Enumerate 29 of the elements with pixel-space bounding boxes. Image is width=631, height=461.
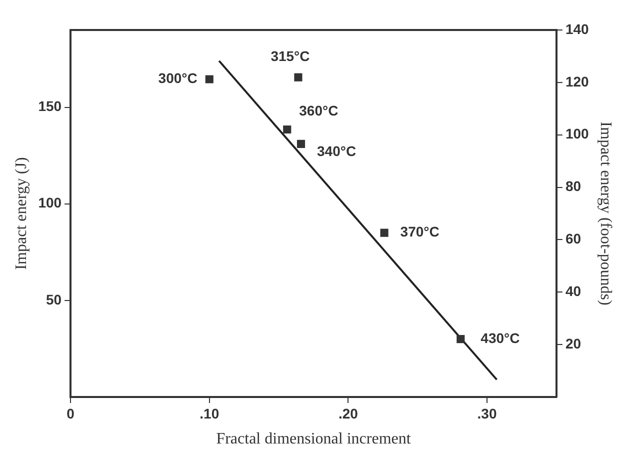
y2-tick-label: 120 <box>565 73 590 90</box>
y2-tick-label: 40 <box>565 283 582 299</box>
y2-tick-label: 100 <box>565 126 590 142</box>
x-tick-label: 0 <box>66 405 75 422</box>
x-tick-label: .10 <box>200 405 220 422</box>
y2-tick-label: 20 <box>565 335 582 352</box>
annotation: 430°C <box>480 330 520 346</box>
x-tick-label: .30 <box>477 405 497 422</box>
y2-tick-label: 80 <box>565 178 582 194</box>
y2-tick-label: 140 <box>565 20 590 37</box>
point <box>283 125 292 134</box>
y-axis-title: Impact energy (J) <box>12 157 30 270</box>
point <box>294 73 302 82</box>
point <box>456 335 465 344</box>
y-tick-label: 100 <box>38 194 62 211</box>
annotation: 315°C <box>270 48 310 64</box>
annotation: 370°C <box>400 224 440 240</box>
y-tick-label: 150 <box>38 98 62 114</box>
x-tick-label: .20 <box>338 405 358 422</box>
point <box>380 228 388 237</box>
annotation: 300°C <box>158 70 198 86</box>
y2-tick-label: 60 <box>565 230 582 247</box>
y-tick-label: 50 <box>46 291 62 308</box>
point <box>296 140 306 148</box>
annotation: 360°C <box>299 102 338 118</box>
point <box>205 75 214 84</box>
x-axis-title: Fractal dimensional increment <box>216 430 412 448</box>
y2-axis-title: Impact energy (foot-pounds) <box>597 122 614 306</box>
annotation: 340°C <box>317 142 356 159</box>
